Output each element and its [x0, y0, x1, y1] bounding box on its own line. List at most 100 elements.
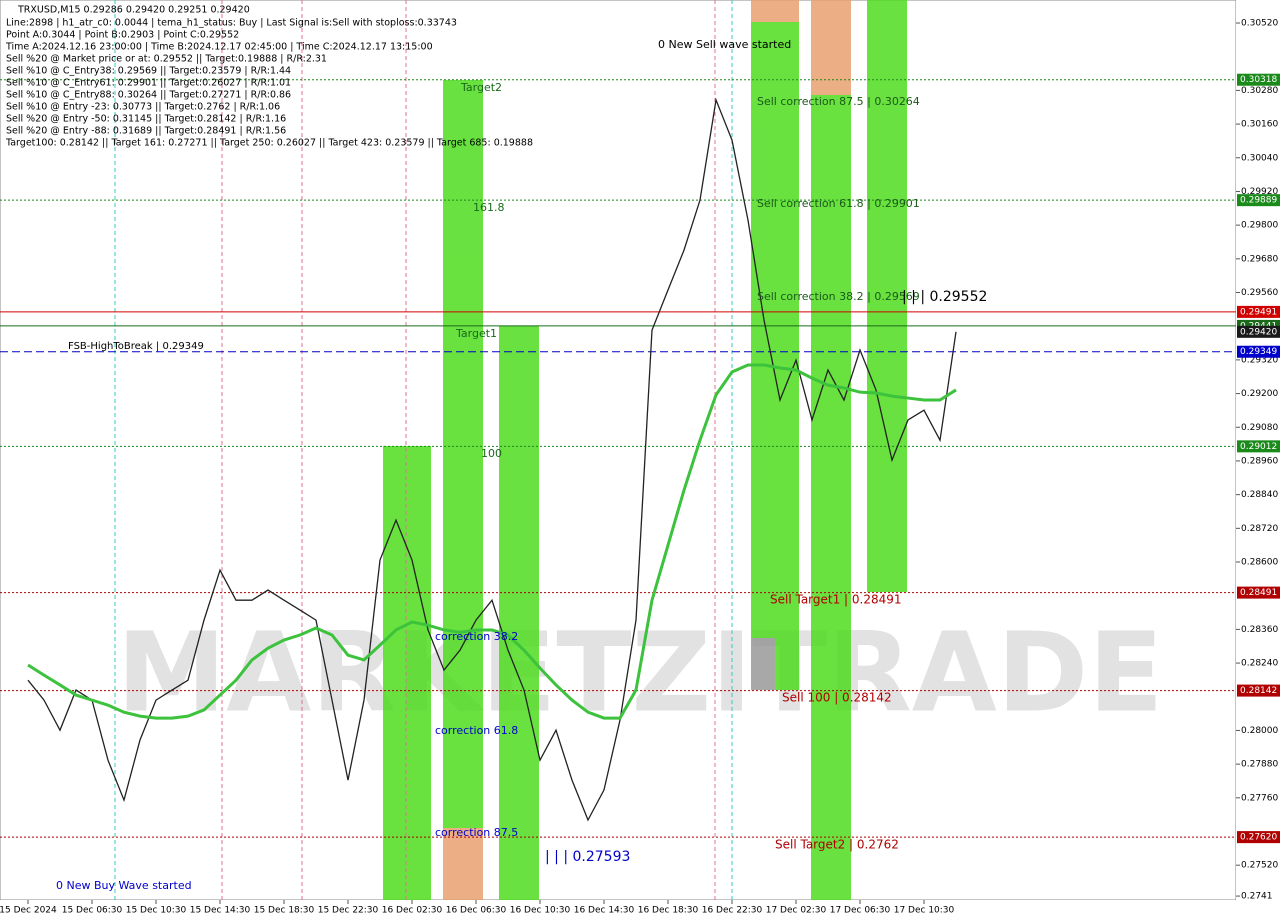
x-tick-label: 17 Dec 02:30: [766, 906, 827, 916]
level-label: 0.29491: [1240, 307, 1277, 317]
zone: [811, 95, 851, 900]
annotation: Sell Target1 | 0.28491: [770, 593, 902, 607]
info-line: Sell %10 @ C_Entry38: 0.29569 || Target:…: [6, 66, 291, 77]
x-tick-label: 16 Dec 14:30: [574, 906, 635, 916]
annotation: 0 New Sell wave started: [658, 38, 791, 51]
annotation: 0 New Buy Wave started: [56, 879, 192, 892]
time-markers: [114, 0, 733, 900]
y-tick-label: 0.28240: [1241, 659, 1278, 669]
x-tick-label: 16 Dec 10:30: [510, 906, 571, 916]
annotation: Sell Target2 | 0.2762: [775, 838, 899, 852]
annotation: FSB-HighToBreak | 0.29349: [68, 341, 204, 352]
x-tick-label: 15 Dec 22:30: [318, 906, 379, 916]
info-panel: TRXUSD,M15 0.29286 0.29420 0.29251 0.294…: [5, 5, 533, 149]
level-label: 0.29012: [1240, 442, 1277, 452]
y-tick-label: 0.29800: [1241, 221, 1278, 231]
x-tick-label: 15 Dec 2024: [0, 906, 57, 916]
y-tick-label: 0.29920: [1241, 187, 1278, 197]
annotation: Sell correction 38.2 | 0.29569: [757, 290, 920, 303]
series-layer: [0, 79, 1236, 838]
level-box: [1237, 345, 1280, 358]
info-line: Sell %10 @ Entry -23: 0.30773 || Target:…: [6, 102, 280, 113]
annotation: correction 61.8: [435, 724, 518, 737]
price-line: [27, 363, 957, 720]
y-tick-label: 0.29560: [1241, 288, 1278, 298]
level-label: 0.29349: [1240, 347, 1277, 357]
y-tick-label: 0.2741: [1241, 892, 1273, 902]
plot-area: [0, 0, 1237, 901]
x-tick-label: 15 Dec 14:30: [190, 906, 251, 916]
y-tick-label: 0.30160: [1241, 120, 1278, 130]
x-tick-label: 15 Dec 10:30: [126, 906, 187, 916]
zone: [751, 638, 775, 690]
zones: [383, 0, 907, 900]
level-label: 0.30318: [1240, 75, 1277, 85]
info-line: Sell %20 @ Entry -50: 0.31145 || Target:…: [6, 114, 286, 125]
info-line: TRXUSD,M15 0.29286 0.29420 0.29251 0.294…: [17, 5, 250, 16]
y-tick-label: 0.27880: [1241, 760, 1278, 770]
y-tick-label: 0.27520: [1241, 861, 1278, 871]
x-tick-label: 16 Dec 06:30: [446, 906, 507, 916]
zone: [811, 0, 851, 95]
info-line: Sell %10 @ C_Entry88: 0.30264 || Target:…: [6, 90, 291, 101]
annotation: Sell correction 87.5 | 0.30264: [757, 95, 920, 108]
y-tick-label: 0.30040: [1241, 153, 1278, 163]
annotations: 0 New Sell wave started Sell correction …: [56, 38, 987, 892]
level-box: [1237, 325, 1280, 338]
y-tick-label: 0.27760: [1241, 793, 1278, 803]
zone: [443, 80, 483, 828]
y-axis-area: [1236, 0, 1280, 920]
zone: [867, 0, 907, 592]
x-tick-label: 16 Dec 02:30: [382, 906, 443, 916]
info-line: Target100: 0.28142 || Target 161: 0.2727…: [5, 138, 533, 149]
level-label: 0.29420: [1240, 327, 1277, 337]
y-tick-label: 0.28600: [1241, 558, 1278, 568]
annotation: Target2: [460, 81, 502, 94]
level-box: [1237, 684, 1280, 697]
x-tick-label: 17 Dec 06:30: [830, 906, 891, 916]
annotation: Target1: [455, 327, 497, 340]
x-tick-label: 15 Dec 06:30: [62, 906, 123, 916]
annotation: correction 38.2: [435, 630, 518, 643]
level-box: [1237, 305, 1280, 318]
y-tick-label: 0.30520: [1241, 19, 1278, 29]
zone: [751, 0, 799, 22]
info-line: Sell %20 @ Entry -88: 0.31689 || Target:…: [6, 126, 286, 137]
y-tick-label: 0.29680: [1241, 254, 1278, 264]
y-tick-label: 0.29200: [1241, 389, 1278, 399]
annotation: 161.8: [473, 201, 505, 214]
level-label: 0.29889: [1240, 196, 1277, 206]
y-tick-label: 0.29320: [1241, 355, 1278, 365]
level-box: [1237, 586, 1280, 599]
annotation: | | | 0.27593: [545, 849, 630, 865]
annotation: correction 87.5: [435, 826, 518, 839]
x-tick-label: 15 Dec 18:30: [254, 906, 315, 916]
y-tick-label: 0.28960: [1241, 456, 1278, 466]
level-label: 0.28142: [1240, 686, 1277, 696]
y-tick-label: 0.28720: [1241, 524, 1278, 534]
price-line: [27, 97, 957, 822]
zone: [751, 22, 799, 690]
annotation: 100: [481, 447, 502, 460]
level-box: [1237, 440, 1280, 453]
info-line: Line:2898 | h1_atr_c0: 0.0044 | tema_h1_…: [6, 18, 457, 29]
x-tick-label: 17 Dec 10:30: [894, 906, 955, 916]
info-line: Sell %20 @ Market price or at: 0.29552 |…: [6, 54, 327, 65]
x-axis-area: [0, 900, 1236, 920]
x-tick-label: 16 Dec 22:30: [702, 906, 763, 916]
annotation: | | | 0.29552: [902, 289, 987, 305]
level-box: [1237, 73, 1280, 86]
level-box: [1237, 831, 1280, 844]
y-tick-label: 0.28360: [1241, 625, 1278, 635]
annotation: Sell correction 61.8 | 0.29901: [757, 197, 920, 210]
y-tick-label: 0.29080: [1241, 423, 1278, 433]
zone: [499, 326, 539, 900]
info-line: Sell %10 @ C_Entry61: 0.29901 || Target:…: [6, 78, 291, 89]
level-box: [1237, 194, 1280, 207]
info-line: Point A:0.3044 | Point B:0.2903 | Point …: [6, 30, 239, 41]
info-line: Time A:2024.12.16 23:00:00 | Time B:2024…: [5, 42, 433, 53]
zone: [443, 828, 483, 900]
